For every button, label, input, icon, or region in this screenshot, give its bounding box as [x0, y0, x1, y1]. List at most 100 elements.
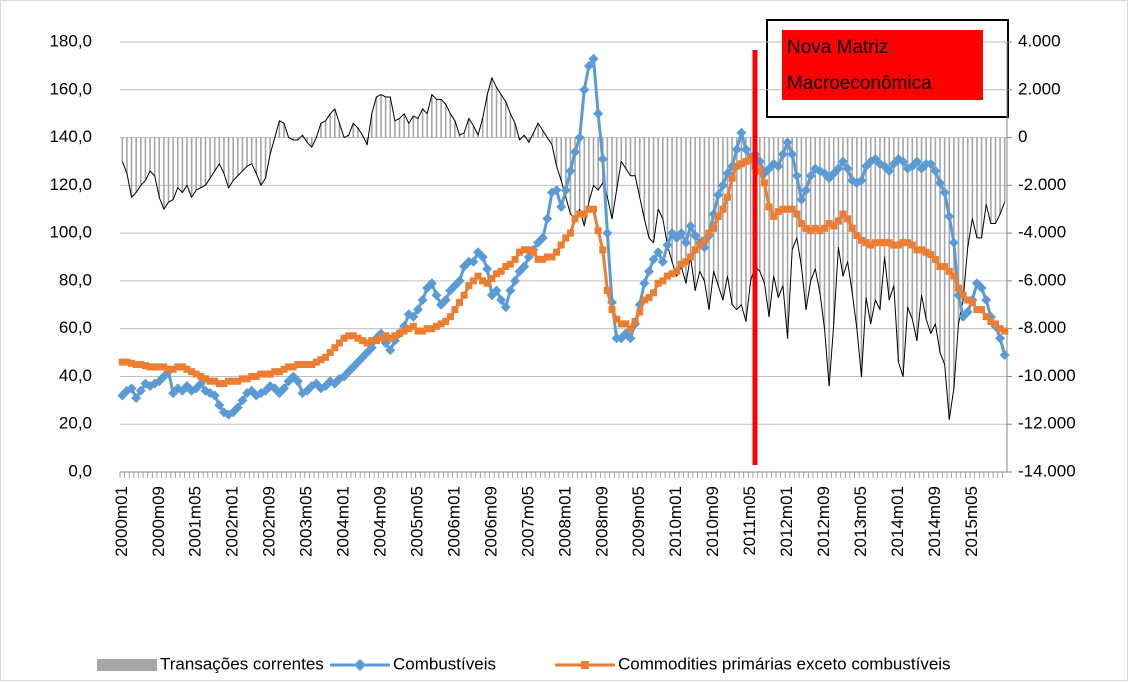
point: [740, 144, 751, 155]
point: [519, 261, 530, 272]
bar: [190, 137, 193, 198]
point: [964, 296, 972, 304]
point: [359, 337, 367, 345]
y2-tick-label: 4.000: [1018, 31, 1061, 50]
point: [400, 327, 408, 335]
bar: [389, 96, 392, 138]
x-tick-label: 2014m01: [888, 486, 907, 557]
bar: [491, 77, 493, 138]
point: [215, 380, 223, 388]
bar: [976, 137, 978, 238]
bar: [237, 137, 239, 176]
point: [496, 295, 507, 305]
point: [509, 275, 520, 286]
bar: [407, 123, 410, 138]
bar: [223, 137, 225, 174]
point: [648, 254, 659, 265]
bar: [218, 137, 221, 164]
bar: [417, 118, 419, 138]
point: [588, 53, 599, 64]
point: [317, 356, 325, 364]
point: [871, 239, 879, 247]
point: [292, 376, 303, 387]
point: [469, 277, 477, 285]
point: [312, 358, 320, 366]
bar: [121, 137, 124, 162]
bar: [980, 137, 983, 238]
bar: [463, 132, 465, 138]
point: [654, 279, 662, 287]
bar: [823, 137, 826, 329]
bar: [283, 123, 285, 138]
point: [935, 177, 946, 188]
bar: [260, 137, 262, 186]
bar: [232, 137, 234, 181]
bar: [657, 137, 660, 210]
bar: [250, 137, 253, 164]
point: [505, 285, 516, 296]
y2-tick-label: -2.000: [1018, 175, 1066, 194]
point: [377, 334, 385, 342]
point: [602, 228, 613, 239]
y2-tick-label: -4.000: [1018, 223, 1066, 242]
point: [617, 320, 625, 328]
point: [537, 232, 548, 243]
bar: [893, 137, 895, 286]
bar: [685, 137, 687, 284]
point: [262, 370, 270, 378]
point: [294, 361, 302, 368]
point: [954, 284, 962, 292]
x-tick-label: 2010m01: [666, 486, 685, 557]
legend-swatch: [97, 659, 157, 671]
point: [479, 277, 487, 285]
point: [409, 322, 417, 330]
point: [959, 291, 967, 299]
point: [999, 349, 1010, 360]
bar: [832, 137, 835, 324]
point: [756, 167, 764, 175]
point: [991, 320, 999, 328]
point: [853, 232, 861, 239]
point: [662, 240, 673, 251]
point: [608, 306, 616, 314]
bar: [860, 137, 863, 377]
point: [728, 174, 736, 182]
annotation: Nova Matriz Macroeconômica: [782, 30, 983, 100]
point: [534, 255, 542, 263]
bar: [902, 137, 904, 377]
bar: [652, 137, 655, 243]
point: [653, 247, 664, 258]
point: [214, 400, 225, 411]
point: [645, 294, 653, 302]
bar: [366, 137, 368, 145]
point: [243, 375, 251, 383]
y-tick-label: 180,0: [49, 31, 92, 50]
x-tick-label: 2008m09: [592, 486, 611, 557]
bar: [906, 137, 909, 308]
point: [551, 185, 562, 196]
point: [737, 160, 745, 168]
point: [511, 255, 519, 263]
point: [834, 217, 842, 225]
bar: [712, 137, 715, 272]
point: [560, 185, 571, 196]
y-tick-label: 20,0: [59, 414, 92, 433]
y2-tick-label: -6.000: [1018, 270, 1066, 289]
point: [944, 211, 955, 222]
point: [805, 170, 816, 181]
point: [483, 279, 491, 287]
y-tick-label: 160,0: [49, 79, 92, 98]
bar: [528, 137, 530, 143]
point: [417, 295, 428, 305]
bar: [846, 137, 849, 262]
point: [414, 327, 422, 335]
point: [659, 277, 667, 285]
x-tick-label: 2000m09: [149, 486, 168, 557]
point: [477, 252, 488, 262]
point: [340, 334, 348, 342]
bar: [384, 96, 387, 138]
point: [279, 383, 290, 394]
y2-tick-label: -12.000: [1018, 414, 1076, 433]
bar: [347, 135, 350, 138]
bar: [634, 137, 636, 176]
